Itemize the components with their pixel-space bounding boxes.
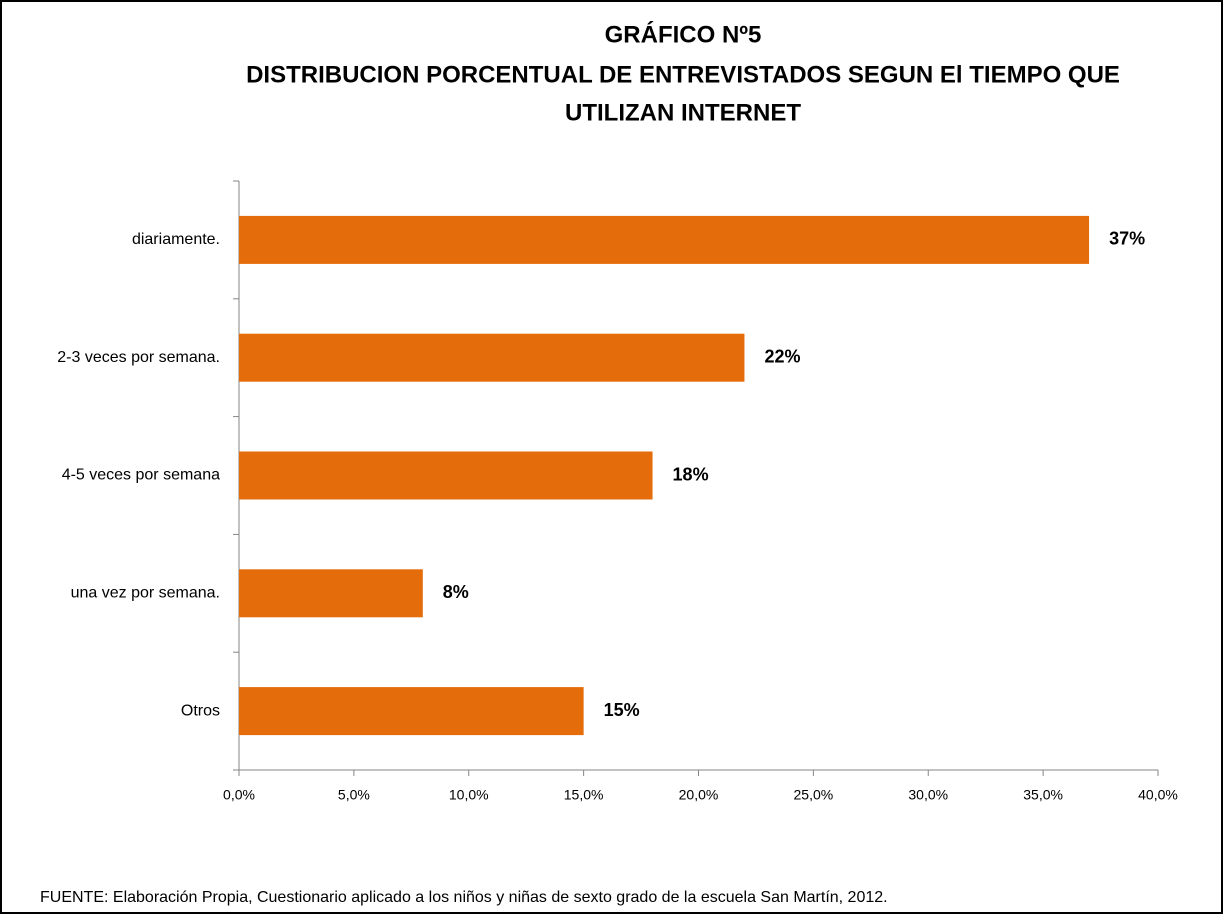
- y-tick-label: diariamente.: [132, 231, 220, 248]
- x-tick-label: 35,0%: [1023, 787, 1063, 803]
- bar: [239, 451, 653, 500]
- y-tick-label: 2-3 veces por semana.: [57, 349, 220, 366]
- chart-title: DISTRIBUCION PORCENTUAL DE ENTREVISTADOS…: [246, 61, 1120, 88]
- bar: [239, 333, 745, 382]
- bar: [239, 687, 584, 736]
- value-label: 15%: [604, 700, 640, 720]
- value-label: 8%: [443, 582, 469, 602]
- x-tick-label: 5,0%: [338, 787, 370, 803]
- x-tick-label: 15,0%: [564, 787, 604, 803]
- x-tick-label: 25,0%: [794, 787, 834, 803]
- x-tick-label: 30,0%: [908, 787, 948, 803]
- x-tick-label: 10,0%: [449, 787, 489, 803]
- bar: [239, 569, 423, 618]
- value-label: 37%: [1109, 229, 1145, 249]
- bar: [239, 215, 1090, 264]
- source-note: FUENTE: Elaboración Propia, Cuestionario…: [40, 889, 888, 906]
- x-tick-label: 40,0%: [1138, 787, 1178, 803]
- value-label: 22%: [764, 346, 800, 366]
- x-tick-label: 0,0%: [223, 787, 255, 803]
- chart-title: GRÁFICO Nº5: [605, 20, 762, 48]
- y-tick-label: una vez por semana.: [71, 585, 220, 602]
- value-label: 18%: [673, 464, 709, 484]
- y-tick-label: Otros: [181, 702, 220, 719]
- x-tick-label: 20,0%: [679, 787, 719, 803]
- chart-title: UTILIZAN INTERNET: [565, 99, 801, 126]
- y-tick-label: 4-5 veces por semana: [62, 467, 220, 484]
